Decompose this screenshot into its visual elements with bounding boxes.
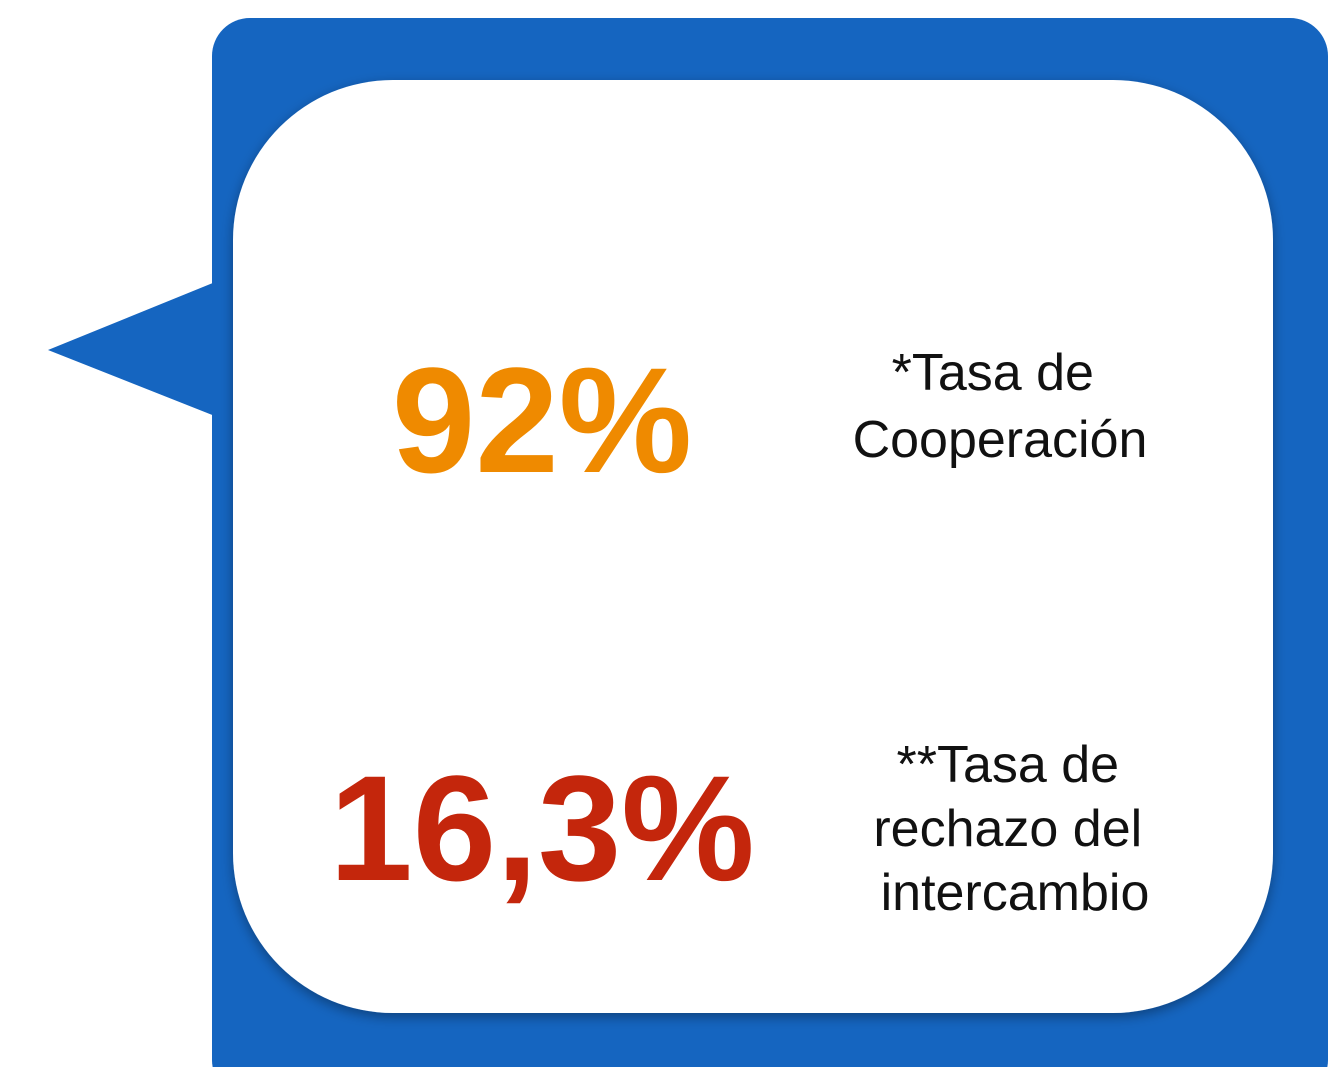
label-line: Cooperación (853, 411, 1148, 469)
label-line: *Tasa de (892, 344, 1094, 402)
stat-label: *Tasa de Cooperación (853, 344, 1148, 469)
inner-panel (233, 80, 1273, 1013)
label-line: intercambio (881, 864, 1150, 922)
label-line: rechazo del (873, 800, 1142, 858)
stat-label: **Tasa de rechazo del intercambio (873, 736, 1156, 922)
pointer (48, 276, 230, 422)
label-line: **Tasa de (896, 736, 1119, 794)
stat-value: 16,3% (329, 744, 754, 912)
stat-value: 92% (392, 336, 692, 504)
